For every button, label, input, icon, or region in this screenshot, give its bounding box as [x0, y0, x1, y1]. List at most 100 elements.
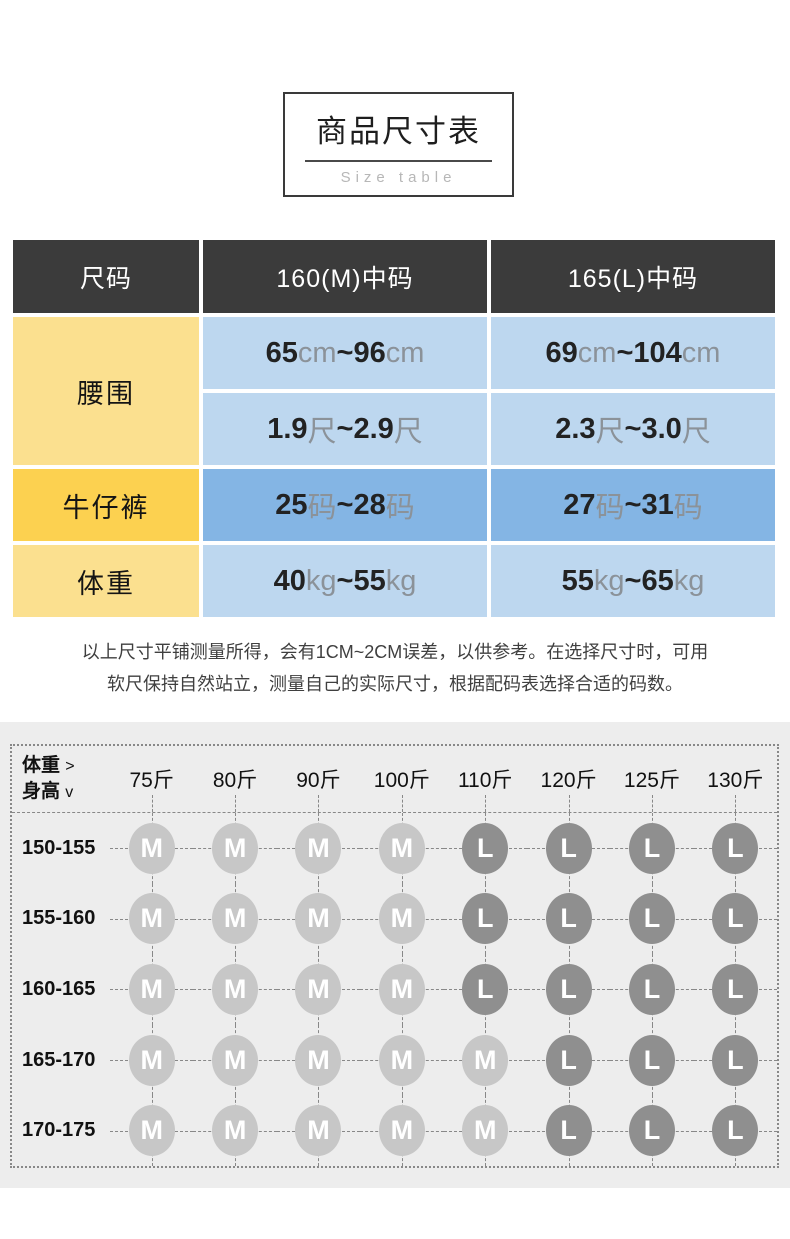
size-circle-l: L: [712, 822, 759, 874]
matrix-cell: L: [693, 1095, 778, 1166]
matrix-cell: L: [526, 1095, 611, 1166]
matrix-cell: L: [443, 813, 528, 884]
matrix-body: 150-155 M M M M L L L L 155-160 M M M M L L L L 160-165 M M M…: [12, 813, 778, 1166]
note-line-2: 软尺保持自然站立，测量自己的实际尺寸，根据配码表选择合适的码数。: [107, 674, 683, 694]
matrix-cell: L: [610, 813, 695, 884]
matrix-cell: L: [693, 813, 778, 884]
matrix-cell: L: [693, 1024, 778, 1096]
matrix-weight-header: 130斤: [694, 746, 777, 812]
down-arrow-icon: v: [65, 784, 74, 801]
size-circle-l: L: [628, 963, 675, 1015]
matrix-header-row: 体重 > 身高 v 75斤 80斤 90斤 100斤 110斤 120斤 125斤 130斤: [12, 746, 777, 813]
size-circle-l: L: [628, 1034, 675, 1086]
table-value-cell: 2.3 尺 ~3.0 尺: [491, 393, 775, 465]
size-circle-l: L: [628, 1105, 675, 1157]
table-header-cell: 165(L)中码: [491, 240, 775, 313]
matrix-cell: L: [610, 954, 695, 1025]
size-circle-m: M: [462, 1034, 509, 1086]
matrix-cell: L: [526, 954, 611, 1025]
matrix-cell: M: [110, 813, 194, 884]
size-circle-m: M: [378, 893, 425, 945]
matrix-height-label: 170-175: [22, 1119, 96, 1142]
matrix-cell: M: [110, 954, 194, 1025]
matrix-weight-header: 125斤: [610, 746, 693, 812]
size-circle-l: L: [712, 963, 759, 1015]
table-row-label: 牛仔裤: [13, 469, 199, 541]
matrix-weight-header: 80斤: [193, 746, 276, 812]
matrix-height-label: 160-165: [22, 977, 96, 1000]
size-circle-l: L: [628, 822, 675, 874]
table-value-cell: 40 kg ~55 kg: [203, 545, 487, 617]
matrix-height-label: 150-155: [22, 836, 96, 859]
matrix-cell: M: [193, 1095, 278, 1166]
corner-height-label: 身高 v: [22, 781, 74, 802]
matrix-cell: M: [110, 883, 194, 955]
size-circle-l: L: [545, 963, 592, 1015]
matrix-cell: M: [443, 1024, 528, 1096]
measurement-note: 以上尺寸平铺测量所得，会有1CM~2CM误差，以供参考。在选择尺寸时，可用 软尺…: [0, 636, 790, 700]
matrix-cell: L: [693, 883, 778, 955]
matrix-cell: M: [276, 883, 361, 955]
size-circle-l: L: [462, 822, 509, 874]
matrix-cell: L: [693, 954, 778, 1025]
matrix-cell: M: [276, 813, 361, 884]
matrix-weight-header: 90斤: [277, 746, 360, 812]
matrix-cell: L: [443, 954, 528, 1025]
matrix-cell: M: [360, 1024, 444, 1096]
size-circle-l: L: [628, 893, 675, 945]
size-circle-l: L: [545, 1105, 592, 1157]
size-circle-l: L: [712, 1105, 759, 1157]
size-circle-l: L: [545, 893, 592, 945]
size-circle-l: L: [545, 822, 592, 874]
corner-weight-label: 体重 >: [22, 755, 75, 776]
matrix-cell: L: [610, 1095, 695, 1166]
matrix-weight-header: 120斤: [527, 746, 610, 812]
matrix-cell: M: [193, 883, 278, 955]
matrix-cell: M: [360, 1095, 444, 1166]
matrix-cell: M: [276, 1095, 361, 1166]
table-value-cell: 69 cm ~104 cm: [491, 317, 775, 389]
matrix-height-label: 155-160: [22, 907, 96, 930]
size-circle-m: M: [295, 963, 342, 1015]
matrix-cell: L: [526, 883, 611, 955]
size-circle-m: M: [212, 1105, 259, 1157]
size-circle-m: M: [378, 822, 425, 874]
table-header-cell: 尺码: [13, 240, 199, 313]
title-divider: [305, 160, 492, 162]
matrix-row: 170-175 M M M M M L L L: [12, 1095, 778, 1166]
size-circle-l: L: [712, 893, 759, 945]
size-circle-m: M: [378, 963, 425, 1015]
matrix-cell: L: [610, 1024, 695, 1096]
matrix-cell: L: [610, 883, 695, 955]
size-circle-m: M: [295, 822, 342, 874]
right-arrow-icon: >: [65, 758, 75, 775]
matrix-row: 155-160 M M M M L L L L: [12, 883, 778, 955]
matrix-cell: M: [276, 1024, 361, 1096]
matrix-cell: M: [193, 813, 278, 884]
matrix-row: 150-155 M M M M L L L L: [12, 813, 778, 884]
note-line-1: 以上尺寸平铺测量所得，会有1CM~2CM误差，以供参考。在选择尺寸时，可用: [81, 642, 709, 662]
table-header-cell: 160(M)中码: [203, 240, 487, 313]
matrix-cell: M: [360, 883, 444, 955]
page-title: 商品尺寸表: [316, 114, 481, 149]
size-circle-m: M: [128, 1105, 175, 1157]
table-value-cell: 25 码 ~28 码: [203, 469, 487, 541]
size-circle-m: M: [212, 1034, 259, 1086]
table-value-cell: 55 kg ~65 kg: [491, 545, 775, 617]
matrix-cell: M: [193, 954, 278, 1025]
matrix-height-label: 165-170: [22, 1048, 96, 1071]
table-row-label: 腰围: [13, 317, 199, 465]
size-matrix: 体重 > 身高 v 75斤 80斤 90斤 100斤 110斤 120斤 125斤 130斤 …: [10, 744, 779, 1168]
matrix-cell: M: [110, 1095, 194, 1166]
size-circle-m: M: [128, 1034, 175, 1086]
size-circle-m: M: [212, 963, 259, 1015]
page-subtitle: Size table: [340, 169, 457, 186]
size-circle-m: M: [128, 893, 175, 945]
matrix-cell: M: [360, 813, 444, 884]
size-circle-m: M: [378, 1105, 425, 1157]
table-value-cell: 65 cm ~96 cm: [203, 317, 487, 389]
matrix-corner-label: 体重 > 身高 v: [12, 746, 110, 812]
size-circle-l: L: [462, 963, 509, 1015]
table-value-cell: 1.9 尺 ~2.9 尺: [203, 393, 487, 465]
